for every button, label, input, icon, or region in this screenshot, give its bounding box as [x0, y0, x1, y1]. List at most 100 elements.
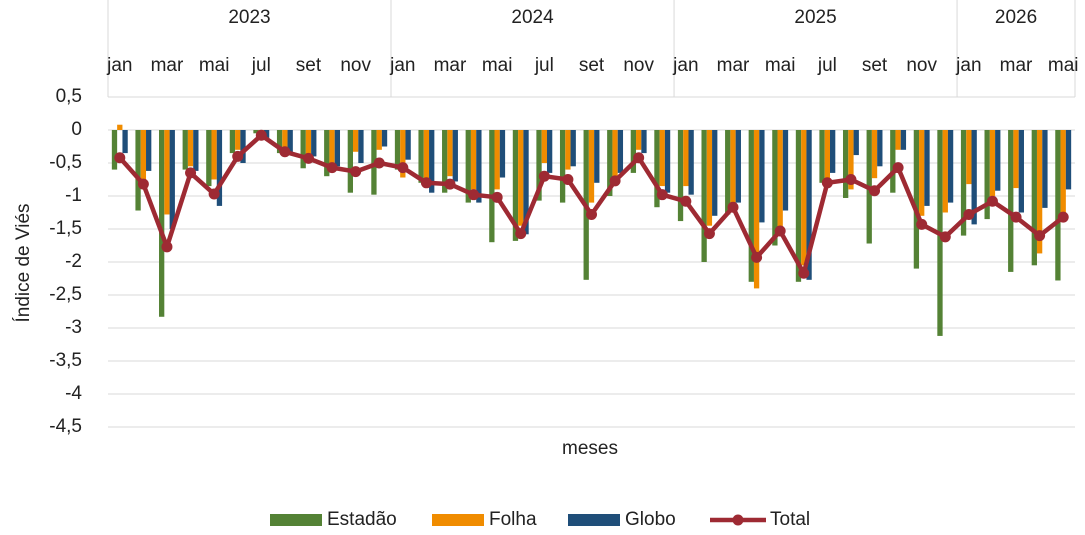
bar	[1031, 130, 1037, 266]
x-tick-label: mar	[151, 55, 184, 76]
bar	[146, 130, 152, 171]
legend-swatch	[432, 514, 484, 526]
bar	[777, 130, 783, 229]
bar	[706, 130, 713, 226]
bar	[253, 130, 259, 134]
bar	[947, 130, 954, 203]
bar	[824, 130, 831, 180]
line-marker	[656, 189, 668, 201]
line-marker	[1057, 211, 1069, 223]
bar	[499, 130, 506, 178]
bar	[1055, 130, 1061, 281]
line-marker	[963, 208, 975, 220]
x-tick-label: nov	[906, 55, 937, 76]
bar	[523, 130, 529, 235]
line-marker	[515, 228, 527, 240]
bar	[919, 130, 925, 216]
bar	[347, 130, 353, 193]
bar	[1018, 130, 1024, 213]
line-marker	[468, 189, 480, 201]
bar	[394, 130, 401, 170]
y-tick-label: 0,5	[56, 86, 82, 107]
line-marker	[774, 225, 786, 237]
line-marker	[680, 195, 692, 207]
line-marker	[751, 251, 763, 263]
bar	[900, 130, 907, 150]
bar	[229, 130, 236, 154]
bar	[429, 130, 435, 193]
bar	[193, 130, 199, 171]
bar	[748, 130, 754, 282]
bar	[712, 130, 718, 216]
bar	[541, 130, 547, 163]
bar	[324, 130, 330, 177]
line-marker	[373, 157, 385, 169]
line-marker	[727, 201, 739, 213]
bar	[617, 130, 624, 173]
bar	[1065, 130, 1072, 190]
bar	[772, 130, 778, 246]
bar	[494, 130, 500, 190]
bar	[164, 130, 170, 215]
line-marker	[185, 167, 197, 179]
line-marker	[821, 177, 833, 189]
bar	[452, 130, 458, 182]
bar	[418, 130, 424, 183]
bar	[942, 130, 948, 213]
bar	[305, 130, 312, 156]
x-tick-label: mai	[1048, 55, 1079, 76]
bar	[559, 130, 566, 203]
bar	[588, 130, 595, 203]
bar	[725, 130, 731, 215]
bar	[612, 130, 618, 177]
line-marker	[161, 241, 173, 253]
bar	[659, 130, 665, 187]
y-tick-label: -3,5	[49, 350, 82, 371]
bar	[1008, 130, 1014, 272]
bar	[518, 130, 524, 226]
line-marker	[1010, 211, 1022, 223]
bar	[570, 130, 576, 167]
x-tick-label: set	[862, 55, 888, 76]
legend-swatch	[732, 514, 744, 526]
bar	[971, 130, 977, 225]
x-tick-label: jul	[251, 55, 271, 76]
bar	[140, 130, 147, 180]
bar	[1036, 130, 1043, 254]
bar	[376, 130, 382, 150]
bar	[960, 130, 967, 236]
bar	[111, 130, 118, 170]
bar	[664, 130, 671, 193]
bar	[819, 130, 825, 183]
legend-swatch	[568, 514, 620, 526]
bar	[423, 130, 430, 182]
y-tick-label: -4	[65, 383, 82, 404]
bar	[753, 130, 760, 289]
bar	[159, 130, 165, 317]
bar	[122, 130, 128, 154]
line-marker	[939, 231, 951, 243]
bar	[187, 130, 194, 167]
bar	[287, 130, 293, 156]
bar	[329, 130, 335, 163]
bar	[842, 130, 849, 198]
bar	[683, 130, 689, 187]
bar	[654, 130, 660, 208]
y-tick-label: -3	[65, 317, 82, 338]
line-marker	[869, 185, 881, 197]
bar	[311, 130, 317, 157]
legend-label: Estadão	[327, 509, 397, 530]
bar	[636, 130, 642, 150]
bar	[1013, 130, 1019, 189]
line-marker	[302, 152, 314, 164]
line-marker	[892, 162, 904, 174]
line-marker	[137, 178, 149, 190]
bar	[1060, 130, 1066, 213]
bar	[334, 130, 341, 167]
bar	[984, 130, 990, 220]
line-marker	[444, 178, 456, 190]
x-tick-label: set	[296, 55, 322, 76]
line-marker	[350, 166, 362, 178]
bar	[801, 130, 807, 266]
bar	[489, 130, 495, 243]
